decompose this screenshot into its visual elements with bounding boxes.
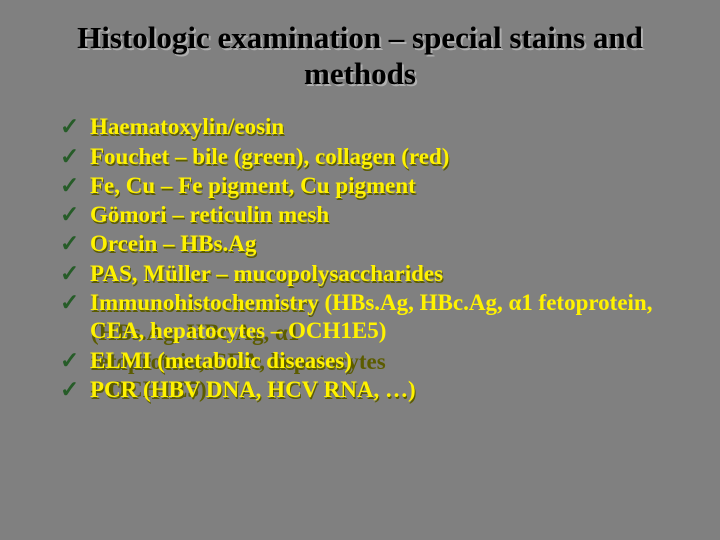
list-item: ✓Fe, Cu – Fe pigment, Cu pigmentFe, Cu –… xyxy=(60,172,672,200)
list-item: ✓Haematoxylin/eosinHaematoxylin/eosin xyxy=(60,113,672,141)
check-icon: ✓ xyxy=(60,113,79,141)
list-item: ✓Orcein – HBs.AgOrcein – HBs.Ag xyxy=(60,230,672,258)
check-icon: ✓ xyxy=(60,376,79,404)
item-text: Fouchet – bile (green), collagen (red) xyxy=(90,144,449,169)
check-icon: ✓ xyxy=(60,143,79,171)
list-item: ✓ELMI (metabolic diseases)ELMI (metaboli… xyxy=(60,347,672,375)
bullet-list: ✓Haematoxylin/eosinHaematoxylin/eosin✓Fo… xyxy=(48,113,672,404)
check-icon: ✓ xyxy=(60,230,79,258)
list-item: ✓Fouchet – bile (green), collagen (red)F… xyxy=(60,143,672,171)
item-text: Fe, Cu – Fe pigment, Cu pigment xyxy=(90,173,416,198)
list-item: ✓Immunohistochemistry (HBs.Ag, HBc.Ag, α… xyxy=(60,289,672,346)
check-icon: ✓ xyxy=(60,289,79,317)
item-text: Gömori – reticulin mesh xyxy=(90,202,329,227)
check-icon: ✓ xyxy=(60,347,79,375)
list-item: ✓Gömori – reticulin meshGömori – reticul… xyxy=(60,201,672,229)
item-text: Orcein – HBs.Ag xyxy=(90,231,256,256)
slide-container: Histologic examination – special stains … xyxy=(0,0,720,540)
item-text: PCR (HBV DNA, HCV RNA, …) xyxy=(90,377,416,402)
check-icon: ✓ xyxy=(60,201,79,229)
check-icon: ✓ xyxy=(60,260,79,288)
item-text: PAS, Müller – mucopolysaccharides xyxy=(90,261,443,286)
list-item: ✓PCR (HBV DNA, HCV RNA, …)PCR (HBV DNA, … xyxy=(60,376,672,404)
item-text: Haematoxylin/eosin xyxy=(90,114,284,139)
slide-title: Histologic examination – special stains … xyxy=(48,20,672,91)
check-icon: ✓ xyxy=(60,172,79,200)
item-text: ELMI (metabolic diseases) xyxy=(90,348,352,373)
list-item: ✓PAS, Müller – mucopolysaccharidesPAS, M… xyxy=(60,260,672,288)
